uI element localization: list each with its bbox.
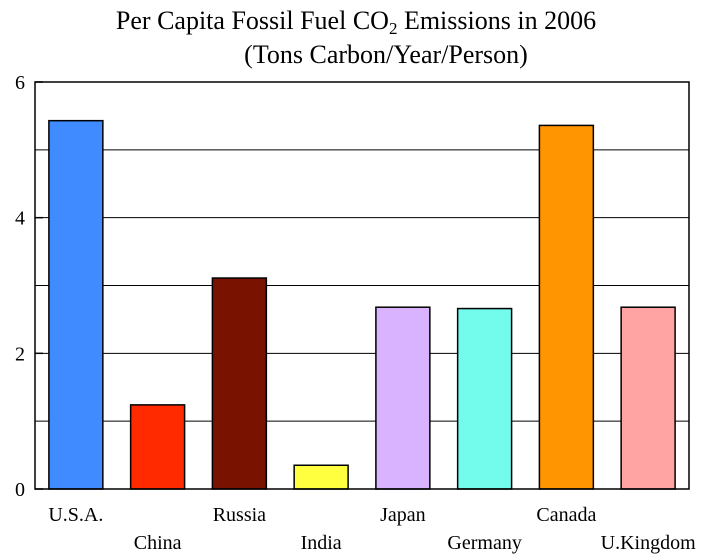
x-tick-label: U.Kingdom <box>601 532 696 554</box>
title-subscript: 2 <box>388 19 398 38</box>
plot-frame <box>34 81 690 490</box>
bar-japan <box>375 306 431 490</box>
x-tick-label: China <box>134 532 182 554</box>
x-tick-label: Russia <box>213 504 266 526</box>
x-tick-label: India <box>301 532 342 554</box>
x-tick-label: Canada <box>536 504 596 526</box>
chart-title: Per Capita Fossil Fuel CO2 Emissions in … <box>115 6 597 38</box>
x-tick-label: U.S.A. <box>48 504 103 526</box>
bar-canada <box>538 124 595 490</box>
bar-usa <box>48 119 104 490</box>
bar-russia <box>211 277 268 490</box>
bar-ukingdom <box>620 306 676 490</box>
x-tick-label: Germany <box>447 532 521 554</box>
x-tick-label: Japan <box>380 504 426 526</box>
chart-subtitle: (Tons Carbon/Year/Person) <box>244 40 528 69</box>
y-tick-label: 6 <box>15 72 25 94</box>
bar-china <box>129 404 186 490</box>
y-tick-label: 2 <box>15 343 25 365</box>
bar-india <box>293 464 349 490</box>
y-tick-label: 4 <box>15 208 25 230</box>
y-tick-label: 0 <box>15 479 25 501</box>
bar-germany <box>456 307 513 490</box>
